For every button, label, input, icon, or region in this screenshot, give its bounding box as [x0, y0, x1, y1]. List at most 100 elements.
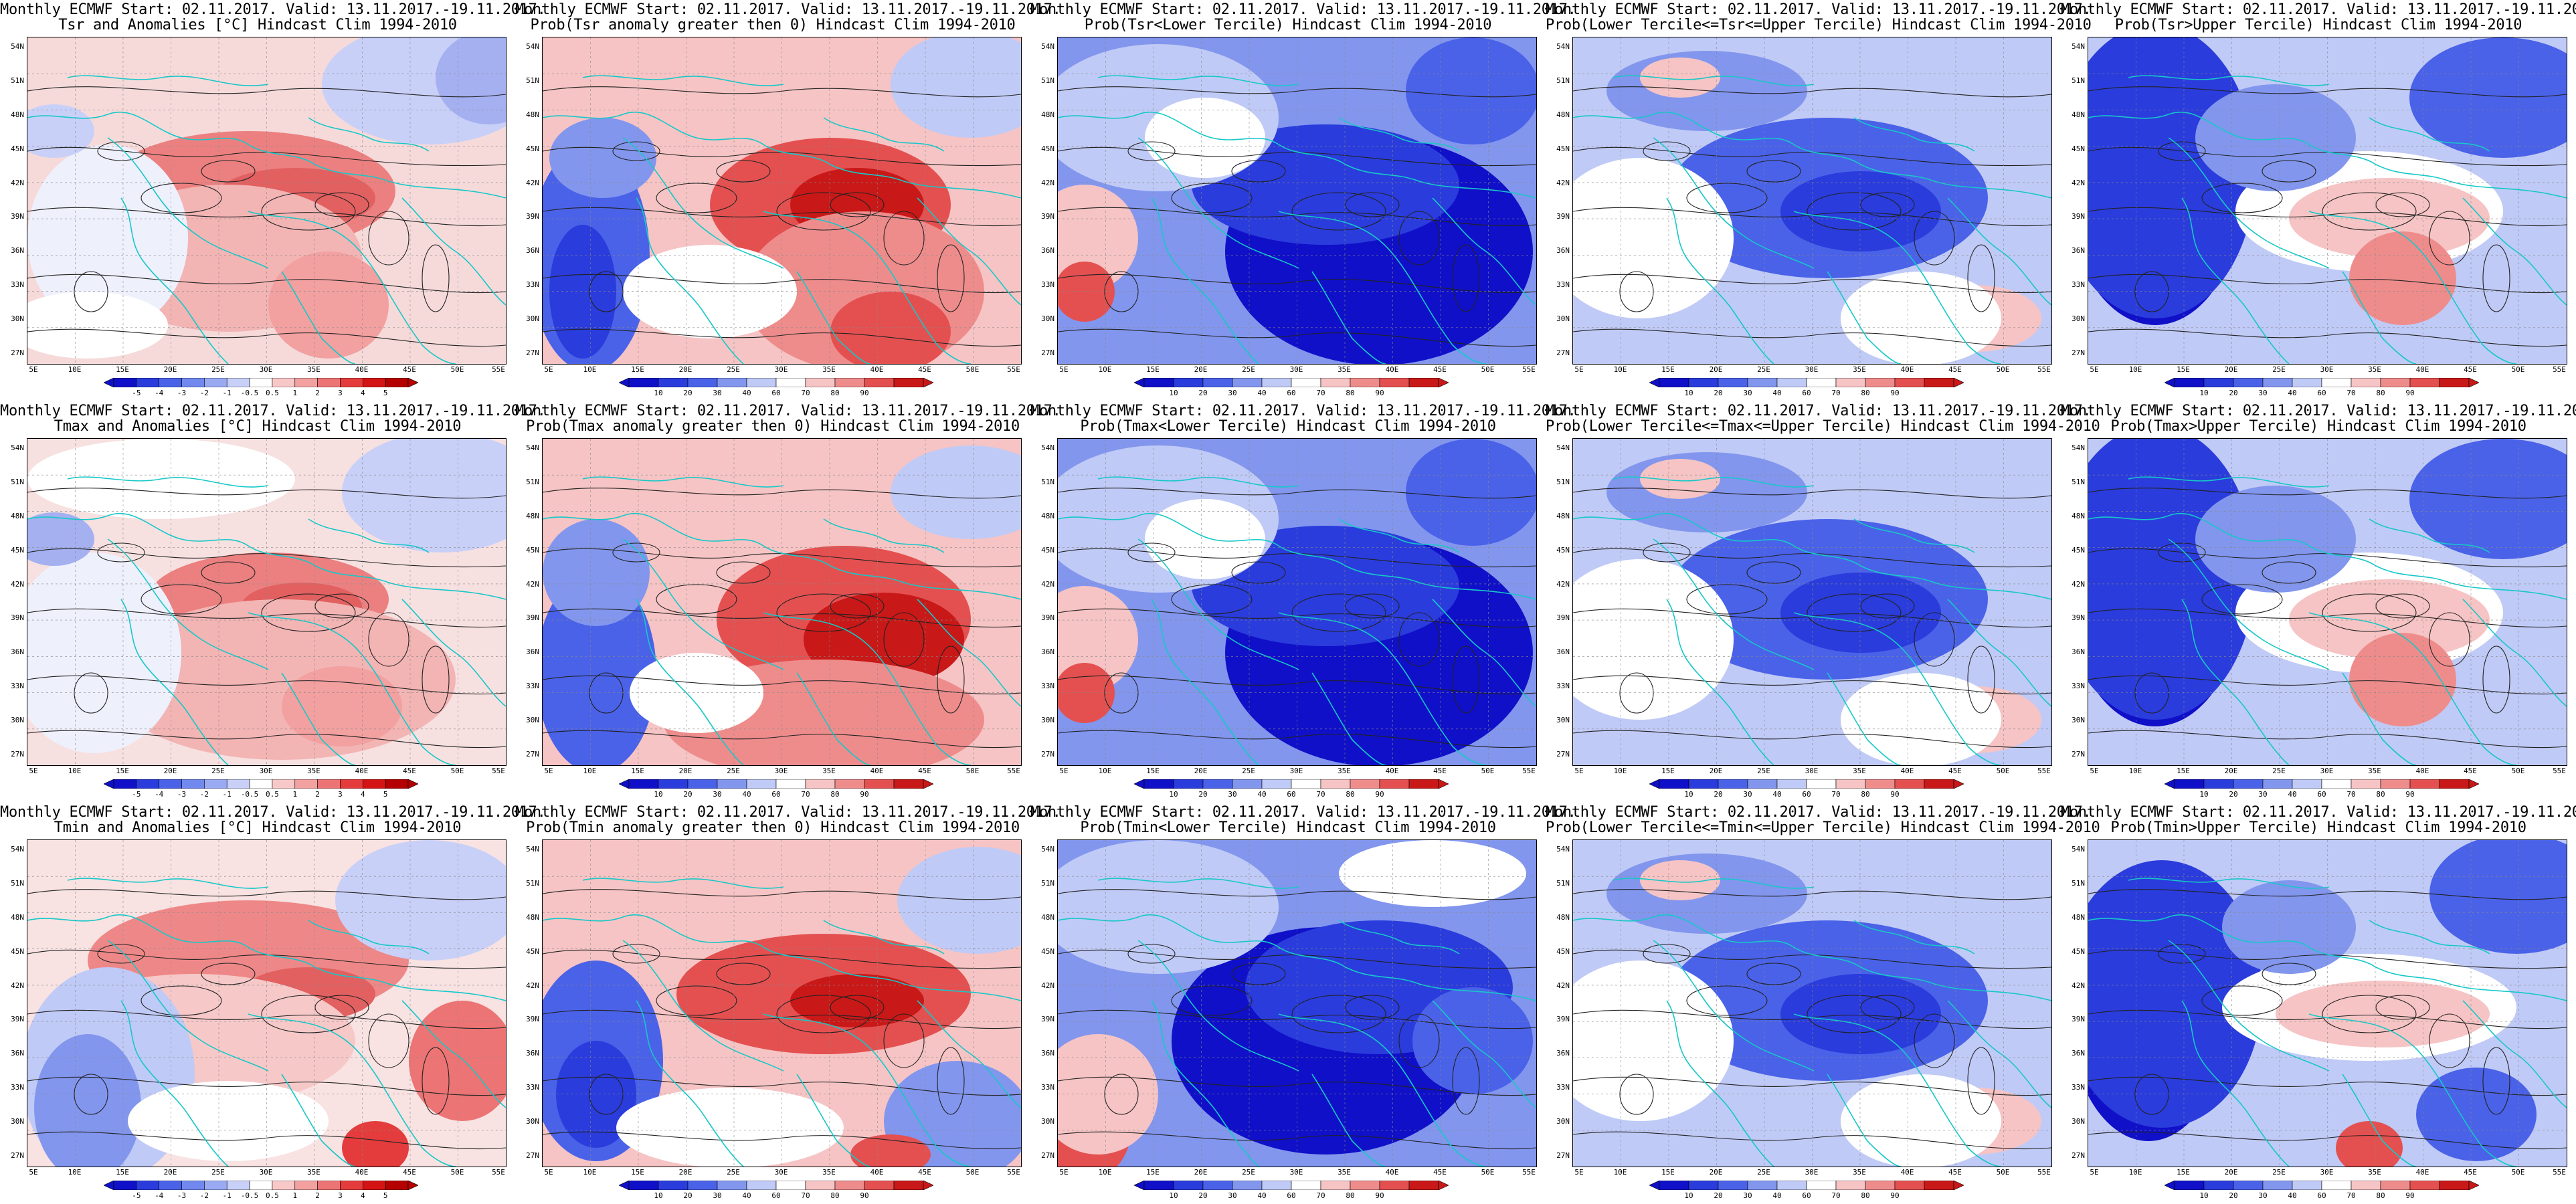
- longitude-tick-label: 40E: [355, 767, 369, 775]
- latitude-tick-label: 54N: [1556, 42, 1570, 51]
- latitude-tick-label: 54N: [526, 42, 539, 51]
- longitude-tick-label: 40E: [1385, 767, 1399, 775]
- colorbar-segment: [864, 1181, 895, 1190]
- colorbar-segment: [2203, 378, 2234, 387]
- colorbar-svg: [1134, 779, 1449, 789]
- colorbar-segment: [2174, 1181, 2205, 1190]
- colorbar-labels: 10 20 30 40 60 70 80 90: [2165, 790, 2479, 799]
- colorbar: [104, 779, 418, 789]
- isotherm-contour: [2262, 963, 2316, 985]
- shaded-region: [342, 439, 506, 553]
- colorbar-segment: [1806, 779, 1837, 789]
- shaded-region: [623, 245, 797, 338]
- colorbar-segment: [717, 1181, 747, 1190]
- longitude-tick-label: 15E: [1661, 365, 1675, 374]
- isotherm-contour: [1746, 561, 1801, 584]
- isotherm-contour: [2088, 548, 2567, 568]
- coastline: [1137, 940, 1299, 1072]
- colorbar-tick-label: 2: [315, 389, 320, 397]
- colorbar-segment: [834, 1181, 865, 1190]
- latitude-tick-label: 45N: [2072, 144, 2085, 153]
- latitude-tick-label: 42N: [11, 981, 24, 990]
- coastline: [67, 75, 269, 86]
- colorbar-segment: [687, 1181, 718, 1190]
- isotherm-contour: [1573, 207, 2051, 227]
- isotherm-contour: [883, 211, 925, 266]
- shaded-region: [1058, 1034, 1158, 1155]
- colorbar-tick-label: 30: [713, 790, 722, 799]
- isotherm-contour: [261, 192, 356, 231]
- colorbar-tick-label: 90: [1890, 1191, 1900, 1200]
- panel-title-line2: Prob(Tmin>Upper Tercile) Hindcast Clim 1…: [2110, 819, 2526, 836]
- longitude-tick-label: 30E: [1805, 365, 1819, 374]
- coastline: [2308, 1013, 2517, 1167]
- colorbar-segment: [775, 378, 806, 387]
- latitude-axis: 54N 51N 48N 45N 42N 39N 36N 33N 30N 27N: [1030, 438, 1056, 765]
- isotherm-contour: [1058, 207, 1536, 227]
- longitude-tick-label: 5E: [544, 767, 553, 775]
- isotherm-contour: [97, 944, 145, 964]
- latitude-tick-label: 36N: [526, 1049, 539, 1058]
- isotherm-contour: [1058, 274, 1536, 294]
- shaded-region: [2349, 231, 2456, 325]
- panel-title-line2: Prob(Tsr anomaly greater then 0) Hindcas…: [530, 17, 1016, 33]
- isotherm-contour: [1573, 1131, 2051, 1150]
- colorbar-right-arrow: [1953, 1181, 1964, 1190]
- colorbar-segment: [1143, 1181, 1174, 1190]
- colorbar-segment: [317, 378, 341, 387]
- isotherm-contour: [1686, 584, 1768, 615]
- panel-title-line2: Prob(Tmax anomaly greater then 0) Hindca…: [526, 418, 1020, 435]
- colorbar-segment: [658, 1181, 688, 1190]
- colorbar-tick-label: 60: [1287, 1191, 1296, 1200]
- colorbar-segment: [1894, 1181, 1925, 1190]
- latitude-tick-label: 48N: [526, 912, 539, 922]
- map-panel: Monthly ECMWF Start: 02.11.2017. Valid: …: [1030, 0, 1576, 401]
- colorbar-tick-label: 30: [713, 389, 722, 397]
- colorbar-tick-label: 40: [1772, 389, 1782, 397]
- isotherm-contour: [27, 949, 506, 969]
- isotherm-contour: [543, 328, 1021, 347]
- isotherm-contour: [27, 1076, 506, 1096]
- longitude-tick-label: 40E: [2415, 1168, 2429, 1177]
- coastline: [1947, 599, 2051, 707]
- colorbar: [2165, 779, 2479, 789]
- colorbar-svg: [104, 378, 418, 387]
- isotherm-contour: [2201, 183, 2283, 213]
- coastline: [543, 914, 1021, 1001]
- isotherm-contour: [1573, 548, 2051, 568]
- shaded-region: [897, 847, 1021, 954]
- latitude-tick-label: 27N: [526, 750, 539, 759]
- isotherm-contour: [1619, 672, 1654, 714]
- latitude-tick-label: 27N: [1556, 348, 1570, 357]
- longitude-tick-label: 40E: [870, 767, 884, 775]
- coastline: [1278, 1013, 1487, 1167]
- coastline: [1793, 612, 2002, 765]
- colorbar-left-arrow: [1134, 1181, 1145, 1190]
- longitude-tick-label: 20E: [678, 1168, 693, 1177]
- colorbar-segment: [658, 779, 688, 789]
- longitude-tick-label: 30E: [1805, 1168, 1819, 1177]
- panel-title-line1: Monthly ECMWF Start: 02.11.2017. Valid: …: [515, 1, 1061, 18]
- panel-title-line2: Prob(Lower Tercile<=Tmin<=Upper Tercile)…: [1546, 819, 2100, 836]
- coastline: [248, 211, 456, 364]
- longitude-tick-label: 45E: [1948, 1168, 1962, 1177]
- colorbar-tick-label: 10: [654, 790, 663, 799]
- colorbar-left-arrow: [619, 378, 630, 387]
- longitude-tick-label: 5E: [2090, 767, 2099, 775]
- colorbar-tick-label: 80: [2376, 389, 2385, 397]
- colorbar-svg: [2165, 779, 2479, 789]
- colorbar-segment: [1924, 779, 1954, 789]
- longitude-tick-label: 35E: [1338, 1168, 1351, 1177]
- colorbar-tick-label: 30: [2258, 389, 2268, 397]
- panel-title-line1: Monthly ECMWF Start: 02.11.2017. Valid: …: [1030, 403, 1576, 419]
- latitude-tick-label: 48N: [526, 511, 539, 520]
- panel-title-line1: Monthly ECMWF Start: 02.11.2017. Valid: …: [2061, 804, 2576, 821]
- shaded-region: [1145, 98, 1265, 178]
- longitude-tick-label: 30E: [259, 1168, 273, 1177]
- colorbar-segment: [628, 779, 659, 789]
- longitude-tick-label: 10E: [1098, 767, 1112, 775]
- coastline: [582, 75, 784, 86]
- colorbar-segment: [2174, 779, 2205, 789]
- colorbar-segment: [1173, 378, 1204, 387]
- map-svg: [2088, 840, 2567, 1167]
